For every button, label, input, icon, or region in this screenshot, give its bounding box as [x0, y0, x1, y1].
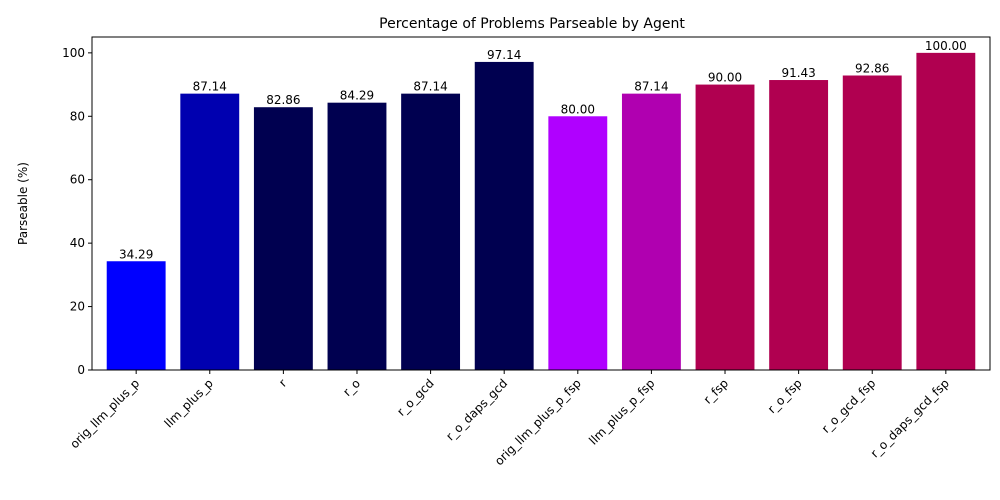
bar-r_o_daps_gcd_fsp — [916, 52, 976, 370]
y-tick-label: 60 — [70, 173, 85, 187]
bar-r_o_daps_gcd — [474, 61, 534, 370]
x-tick-label-llm_plus_p: llm_plus_p — [162, 376, 216, 430]
data-label-orig_llm_plus_p_fsp: 80.00 — [561, 102, 595, 116]
data-label-r_o_fsp: 91.43 — [781, 66, 815, 80]
data-label-r_o_daps_gcd: 97.14 — [487, 48, 521, 62]
data-label-llm_plus_p_fsp: 87.14 — [634, 80, 668, 94]
bar-r — [253, 107, 313, 371]
data-label-llm_plus_p: 87.14 — [193, 80, 227, 94]
data-labels-group: 34.29 87.14 82.86 84.29 87.14 97.14 80.00 87.14… — [119, 39, 967, 261]
data-label-r_o: 84.29 — [340, 89, 374, 103]
bar-llm_plus_p — [180, 93, 240, 370]
y-axis-label: Parseable (%) — [16, 162, 30, 245]
y-tick-label: 20 — [70, 300, 85, 314]
x-tick-label-r_fsp: r_fsp — [701, 376, 731, 406]
data-label-r_o_gcd: 87.14 — [413, 80, 447, 94]
bar-r_o_fsp — [769, 80, 829, 370]
bar-r_fsp — [695, 84, 755, 371]
plot-frame — [91, 36, 991, 371]
data-label-r_o_gcd_fsp: 92.86 — [855, 62, 889, 76]
y-tick-label: 80 — [70, 109, 85, 123]
x-tick-label-r_o_daps_gcd_fsp: r_o_daps_gcd_fsp — [868, 376, 952, 460]
x-tick-label-r: r — [276, 376, 289, 389]
y-tick-label: 40 — [70, 236, 85, 250]
x-tick-label-r_o_gcd_fsp: r_o_gcd_fsp — [819, 376, 879, 436]
x-tick-label-orig_llm_plus_p: orig_llm_plus_p — [67, 376, 142, 451]
y-tick-label: 100 — [62, 46, 85, 60]
y-axis-ticks: 0 20 40 60 80 100 — [62, 46, 92, 377]
bar-r_o_gcd — [401, 93, 461, 370]
x-axis-ticks: orig_llm_plus_p llm_plus_p r r_o r_o_gcd r_o_… — [67, 370, 952, 468]
data-label-orig_llm_plus_p: 34.29 — [119, 247, 153, 261]
data-label-r: 82.86 — [266, 93, 300, 107]
chart-title: Percentage of Problems Parseable by Agen… — [379, 16, 685, 32]
bar-orig_llm_plus_p_fsp — [548, 116, 608, 371]
x-tick-label-llm_plus_p_fsp: llm_plus_p_fsp — [586, 376, 657, 447]
data-label-r_o_daps_gcd_fsp: 100.00 — [925, 39, 967, 53]
x-tick-label-r_o_fsp: r_o_fsp — [765, 376, 805, 416]
y-tick-label: 0 — [77, 363, 85, 377]
x-tick-label-r_o_daps_gcd: r_o_daps_gcd — [443, 376, 510, 443]
x-tick-label-r_o: r_o — [340, 376, 363, 399]
data-label-r_fsp: 90.00 — [708, 71, 742, 85]
bar-orig_llm_plus_p — [106, 261, 166, 370]
bar-r_o — [327, 102, 387, 370]
bars-group — [106, 52, 976, 371]
bar-llm_plus_p_fsp — [621, 93, 681, 370]
bar-r_o_gcd_fsp — [842, 75, 902, 370]
x-tick-label-r_o_gcd: r_o_gcd — [394, 376, 437, 419]
